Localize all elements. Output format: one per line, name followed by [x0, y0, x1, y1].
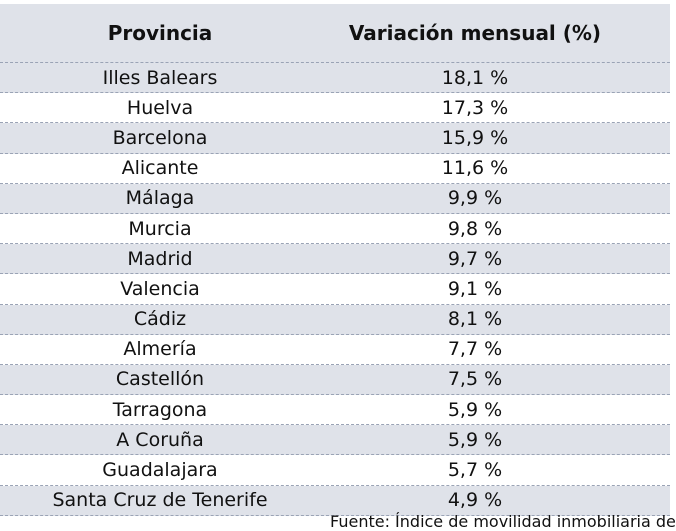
table-row: Huelva 17,3 % [0, 93, 670, 124]
table-row: A Coruña 5,9 % [0, 425, 670, 456]
province-cell: A Coruña [116, 428, 204, 451]
header-cell: Provincia [107, 21, 213, 45]
value-cell: 17,3 % [441, 96, 509, 119]
table-row: Tarragona 5,9 % [0, 395, 670, 426]
province-cell: Castellón [115, 368, 205, 391]
table-row: Santa Cruz de Tenerife 4,9 % [0, 485, 670, 516]
table: Provincia Variación mensual (%) Illes Ba… [0, 4, 670, 516]
value-cell: 7,7 % [447, 338, 503, 361]
province-cell: Alicante [121, 157, 199, 180]
value-cell: 18,1 % [441, 66, 509, 89]
province-cell: Cádiz [133, 308, 187, 331]
province-cell: Illes Balears [102, 66, 218, 89]
table-row: Castellón 7,5 % [0, 364, 670, 396]
header-row: Provincia Variación mensual (%) [0, 4, 670, 63]
province-cell: Málaga [125, 187, 195, 210]
table-row: Guadalajara 5,7 % [0, 455, 670, 486]
table-row: Alicante 11,6 % [0, 154, 670, 184]
value-cell: 11,6 % [441, 157, 509, 180]
province-cell: Huelva [126, 96, 194, 119]
header-cell: Variación mensual (%) [348, 20, 602, 45]
value-cell: 9,9 % [447, 187, 503, 210]
province-cell: Tarragona [112, 398, 208, 421]
province-cell: Barcelona [112, 126, 208, 149]
value-cell: 5,9 % [447, 428, 503, 451]
table-row: Madrid 9,7 % [0, 244, 670, 275]
province-cell: Valencia [120, 277, 200, 300]
value-cell: 7,5 % [447, 368, 503, 391]
province-cell: Santa Cruz de Tenerife [52, 489, 268, 512]
province-cell: Almería [123, 338, 197, 361]
table-row: Almería 7,7 % [0, 335, 670, 365]
table-row: Murcia 9,8 % [0, 214, 670, 245]
province-cell: Guadalajara [102, 459, 218, 482]
value-cell: 15,9 % [441, 126, 509, 149]
value-cell: 4,9 % [447, 489, 503, 512]
table-row: Cádiz 8,1 % [0, 304, 670, 335]
table-row: Málaga 9,9 % [0, 183, 670, 214]
value-cell: 8,1 % [447, 308, 503, 331]
province-cell: Madrid [127, 247, 193, 270]
value-cell: 9,7 % [447, 247, 503, 270]
table-row: Barcelona 15,9 % [0, 123, 670, 154]
value-cell: 9,1 % [447, 277, 503, 300]
province-cell: Murcia [128, 217, 192, 240]
value-cell: 5,9 % [447, 398, 503, 421]
footer-note: Fuente: Índice de movilidad inmobiliaria… [330, 512, 676, 531]
table-row: Illes Balears 18,1 % [0, 63, 670, 94]
table-row: Valencia 9,1 % [0, 274, 670, 305]
value-cell: 9,8 % [447, 217, 503, 240]
value-cell: 5,7 % [447, 459, 503, 482]
